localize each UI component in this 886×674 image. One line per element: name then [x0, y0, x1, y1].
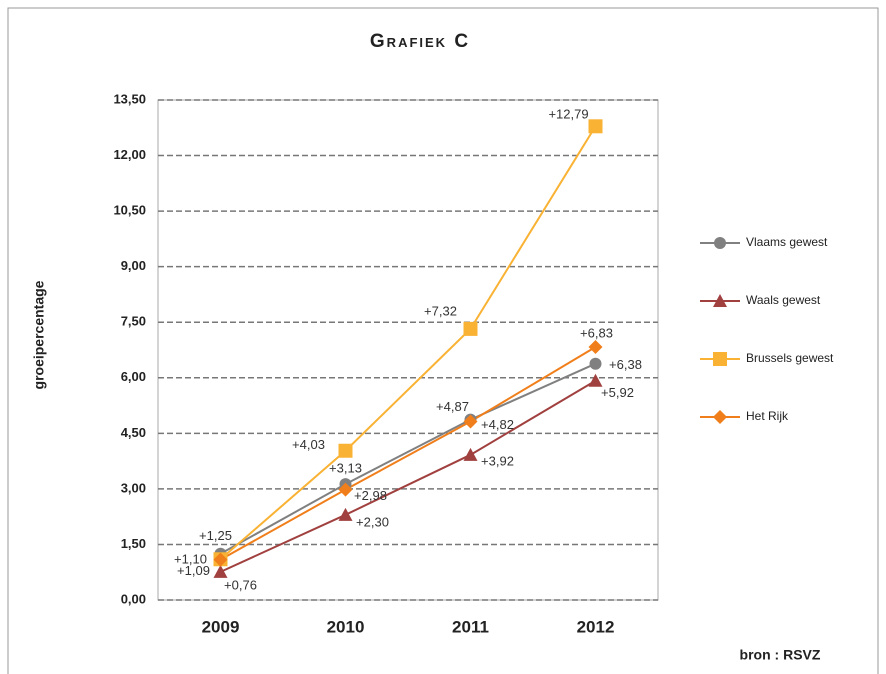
data-point: [589, 357, 602, 370]
data-label: +1,25: [199, 528, 232, 543]
series-line: [219, 125, 597, 561]
legend-label: Brussels gewest: [746, 351, 834, 365]
data-point: [463, 414, 478, 429]
data-label: +6,83: [580, 325, 613, 340]
y-tick-label: 9,00: [121, 258, 146, 273]
legend-label: Vlaams gewest: [746, 235, 828, 249]
plot-area: [157, 99, 659, 601]
y-axis-label: groeipercentage: [31, 280, 47, 389]
data-point: [588, 373, 603, 387]
y-tick-label: 7,50: [121, 314, 146, 329]
data-point: [463, 447, 478, 461]
series-line: [220, 346, 597, 561]
data-label: +3,92: [481, 453, 514, 468]
legend-label: Waals gewest: [746, 293, 821, 307]
data-point: [588, 340, 603, 355]
data-label: +1,09: [177, 563, 210, 578]
source: bron : RSVZ: [740, 647, 821, 663]
legend-marker: [713, 294, 727, 307]
data-label: +5,92: [601, 385, 634, 400]
data-label: +4,03: [292, 437, 325, 452]
y-tick-label: 1,50: [121, 536, 146, 551]
x-tick-label: 2011: [452, 617, 489, 636]
legend-marker: [714, 237, 726, 249]
y-tick-label: 4,50: [121, 425, 146, 440]
x-tick-label: 2010: [327, 617, 365, 636]
data-point: [338, 443, 353, 458]
data-label: +4,82: [481, 417, 514, 432]
data-point: [463, 321, 478, 336]
data-point: [213, 564, 228, 578]
y-tick-label: 13,50: [113, 91, 146, 106]
legend-marker: [713, 410, 727, 424]
data-label: +6,38: [609, 357, 642, 372]
data-label: +0,76: [224, 577, 257, 592]
y-tick-label: 6,00: [121, 369, 146, 384]
data-label: +7,32: [424, 303, 457, 318]
y-tick-label: 3,00: [121, 480, 146, 495]
data-point: [588, 119, 603, 134]
y-tick-label: 10,50: [113, 203, 146, 218]
data-point: [338, 507, 353, 521]
legend-marker: [713, 352, 727, 366]
series-line: [220, 379, 597, 573]
data-label: +4,87: [436, 399, 469, 414]
x-tick-label: 2012: [577, 617, 615, 636]
series-line: [220, 362, 596, 555]
data-label: +1,10: [174, 552, 207, 567]
frame: [7, 7, 879, 674]
data-label: +3,13: [329, 461, 362, 476]
y-tick-label: 12,00: [113, 147, 146, 162]
data-point: [338, 482, 353, 497]
legend-label: Het Rijk: [746, 409, 789, 423]
data-label: +2,98: [354, 488, 387, 503]
data-label: +12,79: [548, 107, 588, 122]
data-point: [213, 552, 228, 567]
data-label: +2,30: [356, 514, 389, 529]
y-tick-label: 0,00: [121, 591, 146, 606]
x-tick-label: 2009: [202, 617, 240, 636]
chart-title: Grafiek C: [370, 31, 470, 52]
